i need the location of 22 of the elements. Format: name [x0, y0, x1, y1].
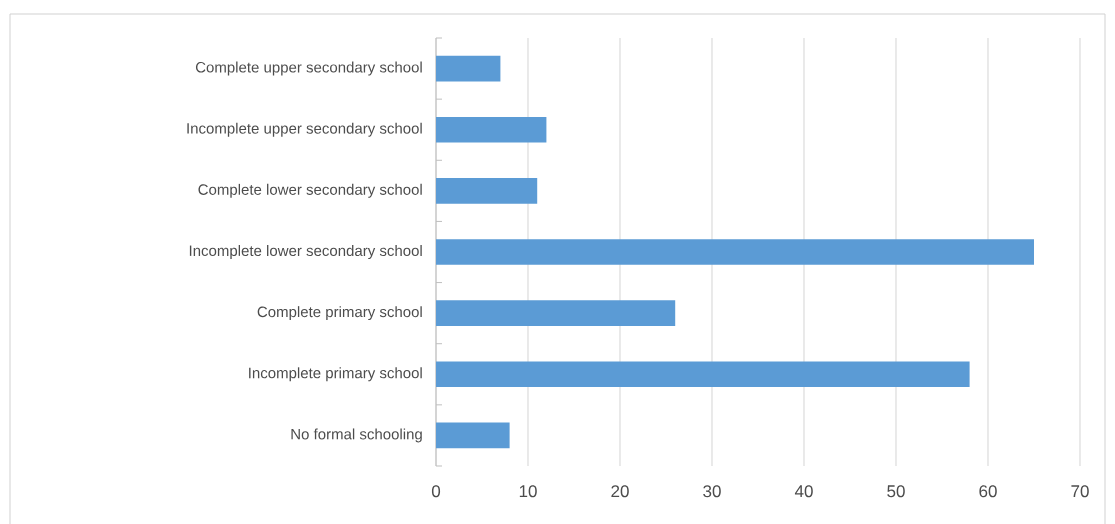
x-tick-label: 40 — [794, 485, 813, 498]
x-tick-label: 60 — [979, 485, 997, 498]
bar — [436, 178, 538, 204]
bar — [436, 422, 510, 449]
y-tick-label: Complete upper secondary school — [195, 61, 422, 76]
y-tick-label: Complete lower secondary school — [198, 183, 422, 198]
bar — [436, 361, 970, 388]
y-tick-label: Complete primary school — [257, 306, 422, 321]
x-tick-label: 70 — [1071, 485, 1089, 498]
bar — [436, 116, 547, 143]
y-tick-label: No formal schooling — [291, 428, 422, 443]
y-tick-label: Incomplete lower secondary school — [189, 245, 422, 259]
x-tick-label: 10 — [519, 485, 537, 498]
y-tick-label: Incomplete primary school — [249, 367, 422, 382]
y-tick-label: Incomplete upper secondary school — [187, 122, 422, 137]
x-tick-label: 0 — [431, 485, 441, 498]
x-tick-label: 50 — [887, 485, 905, 498]
x-tick-label: 30 — [703, 485, 721, 498]
bar — [436, 300, 676, 326]
bar — [436, 55, 501, 82]
bar — [436, 239, 1034, 265]
x-tick-label: 20 — [611, 485, 629, 498]
